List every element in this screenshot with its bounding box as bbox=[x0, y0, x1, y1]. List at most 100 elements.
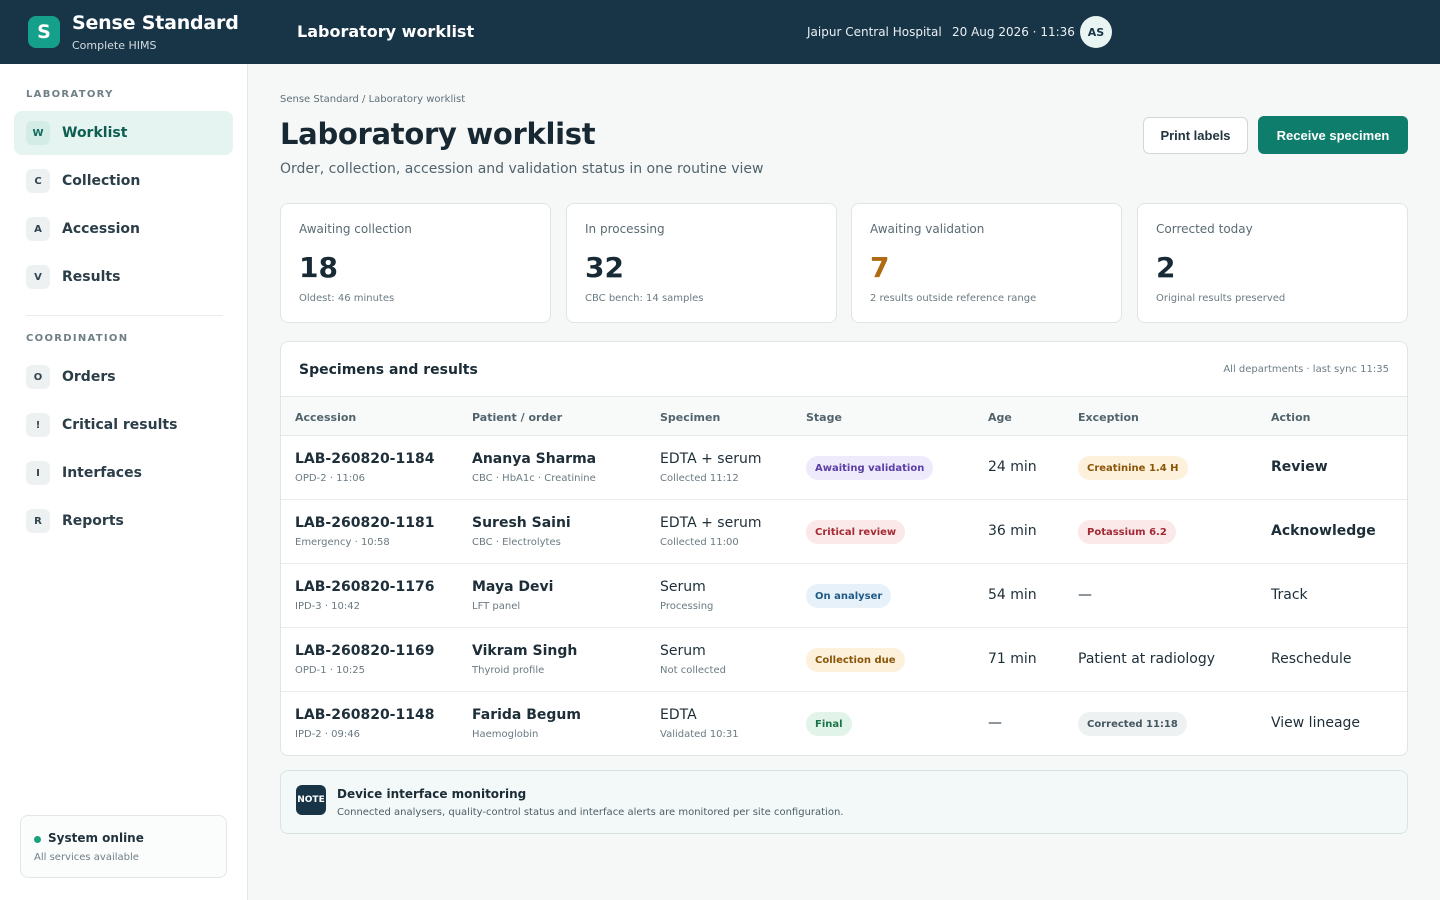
table-title: Specimens and results bbox=[299, 362, 478, 378]
exception-text: — bbox=[1078, 587, 1092, 603]
patient-name[interactable]: Maya Devi bbox=[472, 579, 554, 595]
order-tests: CBC · HbA1c · Creatinine bbox=[472, 473, 596, 484]
column-header-action[interactable]: Action bbox=[1271, 411, 1311, 424]
app-logo[interactable]: S bbox=[28, 16, 60, 48]
review-action[interactable]: Review bbox=[1271, 459, 1328, 475]
table-header: Accession Patient / order Specimen Stage… bbox=[281, 396, 1407, 436]
orders-icon: O bbox=[26, 365, 50, 389]
accession-number[interactable]: LAB-260820-1148 bbox=[295, 707, 435, 723]
patient-name[interactable]: Vikram Singh bbox=[472, 643, 578, 659]
sidebar-item-orders[interactable]: O Orders bbox=[14, 355, 233, 399]
exception-text: Patient at radiology bbox=[1078, 651, 1216, 667]
sidebar-item-label: Accession bbox=[62, 221, 140, 237]
track-action[interactable]: Track bbox=[1271, 587, 1308, 603]
stage-badge: Final bbox=[806, 712, 852, 736]
accession-number[interactable]: LAB-260820-1169 bbox=[295, 643, 435, 659]
table-row[interactable]: LAB-260820-1169 OPD-1 · 10:25 Vikram Sin… bbox=[281, 628, 1407, 692]
specimen-age: 36 min bbox=[988, 523, 1037, 539]
card-note: Original results preserved bbox=[1156, 293, 1286, 304]
user-avatar[interactable]: AS bbox=[1080, 16, 1112, 48]
brand-subtitle: Complete HIMS bbox=[72, 39, 157, 52]
patient-name[interactable]: Suresh Saini bbox=[472, 515, 571, 531]
sidebar: LABORATORY W Worklist C Collection A Acc… bbox=[0, 64, 248, 900]
view-lineage-action[interactable]: View lineage bbox=[1271, 715, 1361, 731]
receive-specimen-button[interactable]: Receive specimen bbox=[1258, 116, 1408, 154]
order-tests: CBC · Electrolytes bbox=[472, 537, 561, 548]
patient-name[interactable]: Farida Begum bbox=[472, 707, 581, 723]
table-row[interactable]: LAB-260820-1184 OPD-2 · 11:06 Ananya Sha… bbox=[281, 436, 1407, 500]
accession-number[interactable]: LAB-260820-1176 bbox=[295, 579, 435, 595]
page-subtitle: Order, collection, accession and validat… bbox=[280, 161, 764, 177]
column-header-exception[interactable]: Exception bbox=[1078, 411, 1139, 424]
card-label: Awaiting collection bbox=[299, 222, 412, 236]
specimen-type: EDTA + serum bbox=[660, 515, 762, 531]
sidebar-item-label: Results bbox=[62, 269, 121, 285]
stage-badge: On analyser bbox=[806, 584, 892, 608]
note-body: Connected analysers, quality-control sta… bbox=[337, 807, 844, 818]
exception-badge: Creatinine 1.4 H bbox=[1078, 456, 1188, 480]
sidebar-item-reports[interactable]: R Reports bbox=[14, 499, 233, 543]
specimen-age: 24 min bbox=[988, 459, 1037, 475]
accession-source: OPD-1 · 10:25 bbox=[295, 665, 365, 676]
sidebar-divider bbox=[26, 315, 223, 316]
exception-badge: Corrected 11:18 bbox=[1078, 712, 1187, 736]
specimen-status: Processing bbox=[660, 601, 714, 612]
table-row[interactable]: LAB-260820-1176 IPD-3 · 10:42 Maya Devi … bbox=[281, 564, 1407, 628]
sidebar-item-worklist[interactable]: W Worklist bbox=[14, 111, 233, 155]
specimen-age: 54 min bbox=[988, 587, 1037, 603]
sidebar-item-collection[interactable]: C Collection bbox=[14, 159, 233, 203]
card-label: Awaiting validation bbox=[870, 222, 985, 236]
column-header-stage[interactable]: Stage bbox=[806, 411, 842, 424]
sidebar-item-interfaces[interactable]: I Interfaces bbox=[14, 451, 233, 495]
accession-number[interactable]: LAB-260820-1184 bbox=[295, 451, 435, 467]
sidebar-item-label: Reports bbox=[62, 513, 124, 529]
sidebar-item-label: Critical results bbox=[62, 417, 178, 433]
exception-badge: Potassium 6.2 bbox=[1078, 520, 1176, 544]
sidebar-item-label: Worklist bbox=[62, 125, 128, 141]
column-header-accession[interactable]: Accession bbox=[295, 411, 357, 424]
accession-number[interactable]: LAB-260820-1181 bbox=[295, 515, 435, 531]
specimen-type: EDTA bbox=[660, 707, 697, 723]
card-label: Corrected today bbox=[1156, 222, 1253, 236]
system-status: System online All services available bbox=[20, 815, 227, 878]
reports-icon: R bbox=[26, 509, 50, 533]
patient-name[interactable]: Ananya Sharma bbox=[472, 451, 597, 467]
collection-icon: C bbox=[26, 169, 50, 193]
top-bar: S Sense Standard Complete HIMS Laborator… bbox=[0, 0, 1440, 64]
note-icon: NOTE bbox=[296, 785, 326, 815]
sidebar-item-results[interactable]: V Results bbox=[14, 255, 233, 299]
card-note: CBC bench: 14 samples bbox=[585, 293, 704, 304]
order-tests: Thyroid profile bbox=[472, 665, 545, 676]
status-subtitle: All services available bbox=[34, 852, 139, 863]
summary-card-corrected-today: Corrected today 2 Original results prese… bbox=[1137, 203, 1408, 323]
table-row[interactable]: LAB-260820-1181 Emergency · 10:58 Suresh… bbox=[281, 500, 1407, 564]
sidebar-item-accession[interactable]: A Accession bbox=[14, 207, 233, 251]
stage-badge: Collection due bbox=[806, 648, 905, 672]
device-monitoring-note: NOTE Device interface monitoring Connect… bbox=[280, 770, 1408, 834]
column-header-specimen[interactable]: Specimen bbox=[660, 411, 721, 424]
specimen-age: 71 min bbox=[988, 651, 1037, 667]
specimen-status: Collected 11:00 bbox=[660, 537, 739, 548]
column-header-patient[interactable]: Patient / order bbox=[472, 411, 563, 424]
card-value: 2 bbox=[1156, 251, 1176, 284]
print-labels-button[interactable]: Print labels bbox=[1143, 117, 1248, 154]
card-value: 32 bbox=[585, 251, 624, 284]
card-value: 7 bbox=[870, 251, 890, 284]
note-title: Device interface monitoring bbox=[337, 787, 527, 801]
status-title: System online bbox=[48, 831, 144, 845]
alert-icon: ! bbox=[26, 413, 50, 437]
breadcrumb[interactable]: Sense Standard / Laboratory worklist bbox=[280, 94, 466, 105]
acknowledge-action[interactable]: Acknowledge bbox=[1271, 523, 1376, 539]
brand-name: Sense Standard bbox=[72, 12, 239, 34]
interfaces-icon: I bbox=[26, 461, 50, 485]
column-header-age[interactable]: Age bbox=[988, 411, 1012, 424]
specimen-type: Serum bbox=[660, 643, 706, 659]
specimen-status: Collected 11:12 bbox=[660, 473, 739, 484]
card-label: In processing bbox=[585, 222, 665, 236]
sidebar-item-critical-results[interactable]: ! Critical results bbox=[14, 403, 233, 447]
accession-icon: A bbox=[26, 217, 50, 241]
hospital-name[interactable]: Jaipur Central Hospital bbox=[807, 25, 942, 39]
reschedule-action[interactable]: Reschedule bbox=[1271, 651, 1352, 667]
sidebar-section-coordination: COORDINATION bbox=[26, 333, 129, 344]
table-row[interactable]: LAB-260820-1148 IPD-2 · 09:46 Farida Beg… bbox=[281, 692, 1407, 755]
